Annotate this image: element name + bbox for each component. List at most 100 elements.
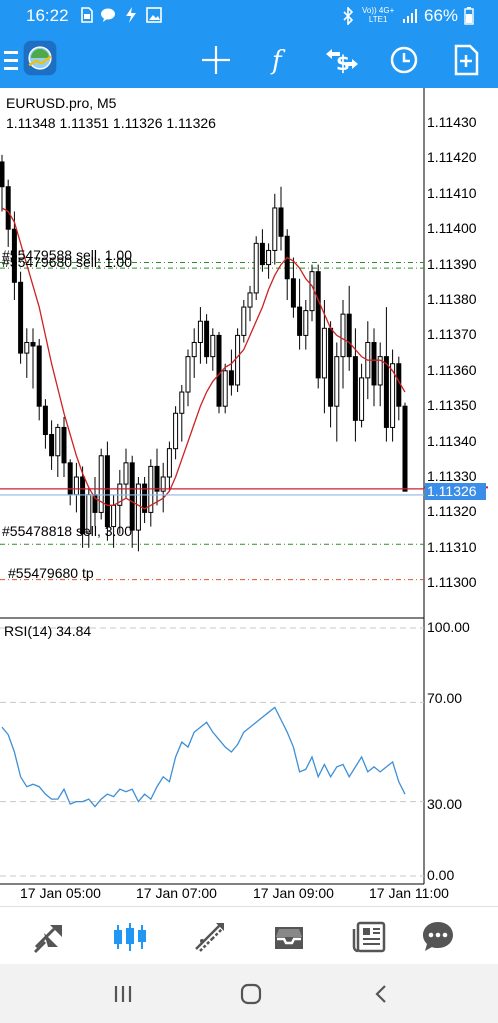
time-axis-label: 17 Jan 07:00 <box>136 885 217 901</box>
candle-body <box>11 228 17 283</box>
bluetooth-icon <box>342 6 354 29</box>
candle-body <box>80 476 86 535</box>
price-axis-label: 1.11300 <box>427 574 477 591</box>
indicators-icon[interactable]: f <box>259 40 299 80</box>
time-axis-label: 17 Jan 11:00 <box>369 885 449 901</box>
candle <box>402 402 408 492</box>
candle <box>266 243 272 279</box>
price-axis-label: 1.11400 <box>427 220 477 237</box>
crosshair-icon[interactable] <box>196 40 236 80</box>
trade-nav-icon[interactable] <box>190 917 230 957</box>
candle-body <box>315 271 321 379</box>
candle <box>309 264 315 322</box>
candle <box>216 331 222 414</box>
candle <box>204 314 210 364</box>
candle-body <box>18 281 24 354</box>
candle-body <box>253 242 259 294</box>
home-icon[interactable] <box>236 980 266 1008</box>
price-axis-label: 1.11370 <box>427 326 477 343</box>
candle <box>346 285 352 371</box>
candle <box>135 477 141 552</box>
candle-body <box>73 476 79 496</box>
chart-svg[interactable] <box>0 88 498 906</box>
chart-symbol: EURUSD.pro, M5 <box>6 95 117 111</box>
candle-body <box>154 465 160 492</box>
battery-icon <box>464 7 474 29</box>
candle-body <box>55 426 61 457</box>
quotes-icon[interactable] <box>30 917 70 957</box>
candle <box>173 406 179 460</box>
menu-icon[interactable] <box>0 40 18 80</box>
candle <box>18 271 24 364</box>
candle-body <box>371 341 377 386</box>
app-logo-icon[interactable] <box>20 38 60 82</box>
candle <box>197 307 203 364</box>
candle-body <box>216 334 222 407</box>
time-axis-label: 17 Jan 05:00 <box>20 885 101 901</box>
candle-body <box>98 455 104 513</box>
candle <box>340 300 346 389</box>
signal-icon <box>402 8 418 28</box>
candle <box>290 257 296 318</box>
order-label: #55479680 tp <box>8 565 94 581</box>
candle-body <box>390 363 396 428</box>
price-axis-label: 1.11360 <box>427 361 477 378</box>
candle <box>222 363 228 414</box>
recents-icon[interactable] <box>108 980 138 1008</box>
flash-icon <box>124 7 138 27</box>
candle-body <box>266 249 272 266</box>
rsi-line <box>1 706 406 808</box>
chart-area[interactable]: EURUSD.pro, M5 1.11348 1.11351 1.11326 1… <box>0 88 498 906</box>
moving-average-line <box>1 207 406 510</box>
chat-icon[interactable] <box>418 917 458 957</box>
candle <box>98 448 104 520</box>
news-icon[interactable] <box>350 917 390 957</box>
chart-ohlc: 1.11348 1.11351 1.11326 1.11326 <box>6 115 216 131</box>
candle-body <box>30 341 36 347</box>
back-icon[interactable] <box>366 980 396 1008</box>
candle <box>191 328 197 378</box>
candle <box>148 459 154 527</box>
svg-text:$: $ <box>336 51 350 75</box>
price-axis-label: 1.11420 <box>427 149 477 166</box>
candle <box>297 278 303 350</box>
candle-body <box>0 161 5 188</box>
timeframe-icon[interactable] <box>384 40 424 80</box>
candle-body <box>129 462 135 531</box>
trade-icon[interactable]: $ <box>322 40 362 80</box>
candle-body <box>166 448 172 478</box>
candle <box>11 211 17 300</box>
candle-body <box>204 320 210 358</box>
candle-body <box>42 405 48 436</box>
candle-body <box>334 356 340 407</box>
templates-icon[interactable] <box>446 40 486 80</box>
rsi-axis-label: 70.00 <box>427 690 463 706</box>
chart-icon[interactable] <box>110 917 150 957</box>
candle <box>123 448 129 499</box>
battery-level: 66% <box>424 6 459 25</box>
candle-body <box>321 327 327 379</box>
candle-body <box>197 320 203 343</box>
rsi-axis-label: 100.00 <box>427 619 470 635</box>
history-icon[interactable] <box>269 917 309 957</box>
order-label: #55478818 sell, 3.00 <box>2 523 132 539</box>
candle-body <box>352 356 358 421</box>
candle-body <box>123 462 129 485</box>
price-axis-label: 1.11310 <box>427 538 477 555</box>
candle-body <box>359 377 365 421</box>
candle <box>377 342 383 407</box>
order-label: #55479680 sell, 1.00 <box>2 254 132 270</box>
current-price-tag: 1.11326 <box>425 483 486 500</box>
candle-body <box>328 327 334 407</box>
candle <box>30 328 36 389</box>
price-axis-label: 1.11320 <box>427 503 477 520</box>
candle-body <box>61 426 67 464</box>
candle <box>104 441 110 541</box>
candle <box>247 285 253 322</box>
status-time: 16:22 <box>26 6 69 25</box>
candle <box>179 384 185 442</box>
candle-body <box>67 462 73 496</box>
candle <box>390 349 396 442</box>
candle <box>328 321 334 428</box>
candle-body <box>5 186 11 230</box>
